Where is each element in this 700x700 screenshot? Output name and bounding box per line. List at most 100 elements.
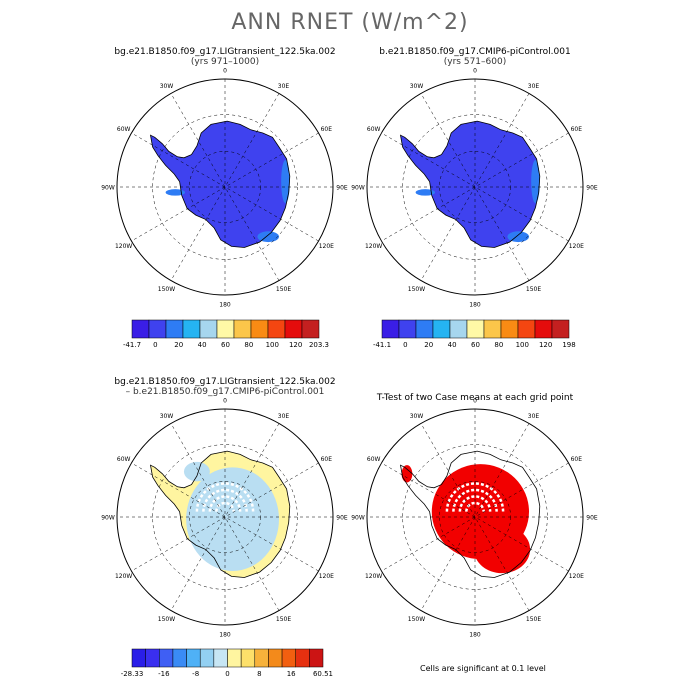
lon-label: 120E (319, 573, 334, 580)
colorbar-label: 20 (174, 341, 183, 349)
panel2-title: b.e21.B1850.f09_g17.CMIP6-piControl.001 (379, 47, 571, 57)
lon-label: 120E (319, 243, 334, 250)
colorbar-box (466, 319, 485, 339)
colorbar-panel1: -41.7 0 20 40 60 80 100 120 203.3 (123, 319, 329, 349)
meridian (131, 132, 319, 242)
field-patch (186, 467, 279, 571)
colorbar-box (182, 319, 201, 339)
colorbar-box (301, 319, 320, 339)
panel1-title: bg.e21.B1850.f09_g17.LIGtransient_122.5k… (114, 47, 336, 57)
meridian (131, 462, 319, 572)
colorbar-box (415, 319, 434, 339)
continent-fill (400, 121, 540, 248)
colorbar-box (381, 319, 400, 339)
colorbar-box (148, 319, 167, 339)
parallel (189, 481, 261, 553)
lon-label: 60E (571, 456, 583, 463)
lon-label: 150W (158, 616, 175, 623)
lon-label: 180 (219, 632, 231, 639)
colorbar-label: 100 (266, 341, 279, 349)
lon-label: 90E (586, 185, 598, 192)
coastline (399, 450, 541, 578)
lon-label: 180 (469, 632, 481, 639)
parallel (439, 481, 511, 553)
colorbar-label: 0 (153, 341, 157, 349)
grid-artifact (195, 482, 255, 512)
lon-label: 120E (569, 573, 584, 580)
map-panel-1: 0 30E 60E 90E 120E 150E 180 150W 120W 90W 60W 30W (101, 68, 348, 309)
lon-label: 0 (223, 68, 227, 75)
colorbar-box (172, 648, 187, 668)
colorbar-box (268, 648, 283, 668)
map-boundary (366, 408, 584, 626)
meridian (420, 423, 530, 611)
lon-label: 30E (528, 413, 540, 420)
colorbar-box (517, 319, 536, 339)
colorbar-box (449, 319, 468, 339)
lon-label: 30W (410, 83, 424, 90)
map-boundary (116, 408, 334, 626)
colorbar-box (254, 648, 269, 668)
panel3-title: bg.e21.B1850.f09_g17.LIGtransient_122.5k… (114, 377, 336, 387)
lon-label: 90W (101, 185, 115, 192)
lon-label: 150W (408, 286, 425, 293)
colorbar-panel2: -41.1 0 20 40 60 80 100 120 198 (373, 319, 576, 349)
colorbar-box (159, 648, 174, 668)
map-panel-4: 0 30E 60E 90E 120E 150E 180 150W 120W 90W 60W 30W (351, 398, 598, 639)
figure-title: ANN RNET (W/m^2) (231, 10, 469, 35)
colorbar-box (186, 648, 201, 668)
coastline (399, 120, 541, 248)
lon-label: 90E (336, 515, 348, 522)
colorbar-box (295, 648, 310, 668)
map-boundary (366, 78, 584, 296)
lon-label: 60E (321, 126, 333, 133)
map-panel-3: 0 30E 60E 90E 120E 150E 180 150W 120W 90W 60W 30W (101, 398, 348, 639)
lon-label: 180 (219, 302, 231, 309)
colorbar-box (199, 648, 215, 668)
grid-artifact (445, 482, 505, 512)
colorbar-box (281, 648, 296, 668)
lon-label: 30W (160, 413, 174, 420)
parallel (402, 114, 548, 260)
colorbar-label: 80 (494, 341, 503, 349)
colorbar-label: 60.51 (313, 670, 333, 678)
grid-artifact (208, 495, 242, 512)
lon-label: 60E (321, 456, 333, 463)
lon-label: 180 (469, 302, 481, 309)
colorbar-box (213, 648, 228, 668)
colorbar-label: 203.3 (309, 341, 329, 349)
lon-label: 90W (351, 515, 365, 522)
colorbar-label: 40 (198, 341, 207, 349)
field-patch (531, 160, 540, 204)
panel1-subtitle: (yrs 971–1000) (190, 57, 260, 67)
lon-label: 150E (276, 286, 291, 293)
lon-label: 150W (158, 286, 175, 293)
colorbar-box (227, 648, 242, 668)
lon-label: 30E (528, 83, 540, 90)
lon-label: 90W (101, 515, 115, 522)
colorbar-panel3: -28.33 -16 -8 0 8 16 60.51 (121, 648, 333, 678)
colorbar-box (284, 319, 303, 339)
colorbar-box (398, 319, 417, 339)
lon-label: 0 (473, 398, 477, 405)
colorbar-label: 20 (424, 341, 433, 349)
colorbar-label: -8 (192, 670, 199, 678)
meridian (131, 462, 319, 572)
lon-label: 120W (115, 243, 132, 250)
colorbar-box (500, 319, 519, 339)
colorbar-label: -28.33 (121, 670, 144, 678)
colorbar-box (309, 648, 324, 668)
field-patch (507, 231, 529, 243)
colorbar-box (240, 648, 256, 668)
colorbar-box (483, 319, 502, 339)
parallel (152, 444, 298, 590)
lon-label: 0 (473, 68, 477, 75)
field-patch (165, 189, 186, 196)
coastline (149, 120, 291, 248)
lon-label: 120W (365, 243, 382, 250)
panel2-subtitle: (yrs 571–600) (443, 57, 507, 67)
grid-artifact (458, 495, 492, 512)
colorbar-label: 60 (221, 341, 230, 349)
colorbar-box (199, 319, 218, 339)
meridian (420, 93, 530, 281)
